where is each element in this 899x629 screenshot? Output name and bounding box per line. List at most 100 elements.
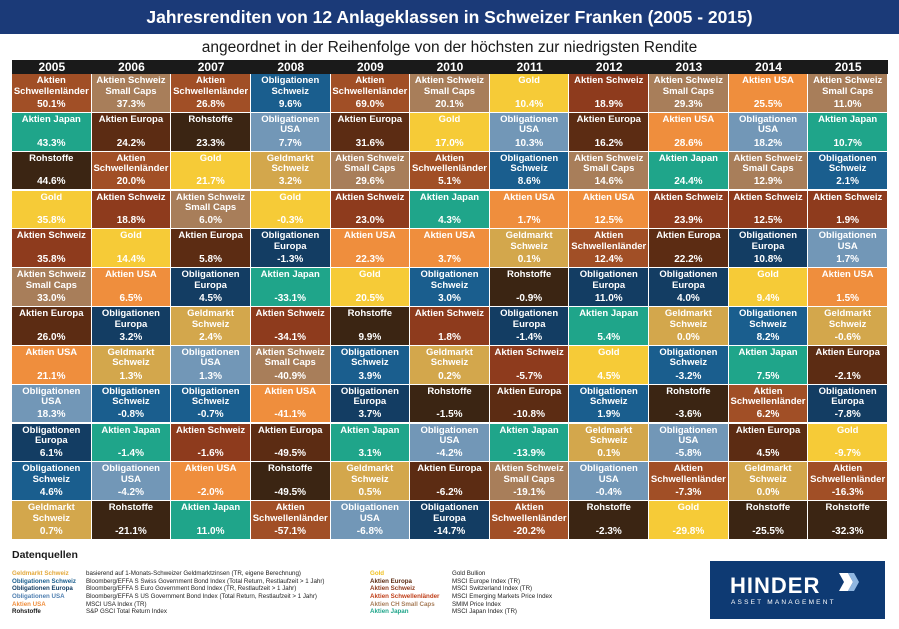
- return-value: 50.1%: [37, 98, 66, 110]
- return-value: 6.5%: [119, 292, 143, 304]
- source-description: Gold Bullion: [452, 570, 486, 577]
- return-cell: Obligationen Schweiz 4.6%: [12, 462, 92, 502]
- asset-class-label: Obligationen Europa: [101, 308, 160, 330]
- return-cell: Aktien Schweiz 1.9%: [808, 190, 888, 230]
- return-value: 29.6%: [355, 176, 385, 188]
- year-label: 2009: [356, 60, 384, 74]
- asset-class-label: Gold: [120, 230, 142, 242]
- chart-subtitle: angeordnet in der Reihenfolge von der hö…: [201, 39, 698, 56]
- return-value: 0.7%: [39, 525, 63, 537]
- asset-class-label: Obligationen Schweiz: [340, 346, 399, 369]
- return-cell: Aktien Schweiz Small Caps -19.1%: [489, 462, 570, 502]
- return-cell: Obligationen Schweiz 8.2%: [728, 307, 809, 346]
- return-value: -3.6%: [675, 409, 702, 421]
- asset-class-label: Rohstoffe: [29, 152, 74, 164]
- logo-name: HINDER: [730, 573, 821, 598]
- return-value: -0.8%: [117, 409, 144, 421]
- asset-class-label: Gold: [518, 75, 540, 86]
- asset-class-label: Aktien Europa: [337, 113, 403, 125]
- asset-class-label: Aktien Japan: [579, 308, 639, 319]
- return-cell: Aktien Japan 4.3%: [410, 190, 490, 230]
- return-cell: Aktien Japan 24.4%: [649, 151, 729, 191]
- asset-class-label: Rohstoffe: [108, 502, 154, 514]
- source-asset-label: Obligationen Europa: [12, 585, 73, 593]
- return-cell: Obligationen USA -4.2%: [91, 462, 172, 502]
- return-cell: Geldmarkt Schweiz 0.0%: [728, 462, 809, 502]
- source-asset-label: Geldmarkt Schweiz: [12, 570, 69, 577]
- source-description: MSCI Japan Index (TR): [452, 608, 517, 616]
- return-cell: Obligationen Europa 3.2%: [91, 307, 172, 346]
- return-value: 8.2%: [756, 331, 780, 343]
- return-cell: Gold 4.5%: [569, 345, 650, 385]
- return-value: -1.5%: [436, 409, 463, 421]
- return-cell: Obligationen USA 18.3%: [12, 384, 92, 424]
- return-cell: Aktien Schwellenländer 12.4%: [569, 229, 650, 269]
- asset-class-label: Aktien Japan: [419, 191, 480, 203]
- return-value: 3.2%: [119, 331, 143, 343]
- return-value: 5.1%: [438, 176, 461, 188]
- return-value: 9.9%: [358, 331, 382, 343]
- return-value: 10.3%: [514, 137, 544, 149]
- asset-class-label: Aktien Schweiz Small Caps: [175, 191, 246, 213]
- asset-class-label: Rohstoffe: [268, 463, 313, 475]
- return-value: 26.0%: [37, 331, 66, 343]
- return-cell: Aktien Europa 22.2%: [649, 229, 729, 269]
- return-cell: Aktien Schwellenländer 6.2%: [728, 384, 809, 424]
- return-value: 24.2%: [116, 137, 146, 149]
- asset-class-label: Aktien Schweiz Small Caps: [414, 75, 485, 97]
- return-value: -0.7%: [197, 409, 224, 421]
- asset-class-label: Aktien Europa: [178, 230, 243, 242]
- return-value: 10.7%: [833, 137, 862, 149]
- year-label: 2007: [197, 60, 225, 74]
- return-value: -1.3%: [277, 254, 304, 266]
- return-cell: Geldmarkt Schweiz 0.7%: [12, 501, 92, 540]
- return-value: 20.5%: [355, 292, 385, 304]
- asset-class-label: Obligationen Schweiz: [181, 385, 240, 408]
- asset-class-label: Aktien Schwellenländer: [730, 385, 806, 408]
- asset-class-label: Gold: [757, 269, 779, 281]
- asset-class-label: Aktien Schwellenländer: [810, 463, 886, 485]
- asset-class-label: Obligationen USA: [261, 113, 320, 136]
- return-value: 3.2%: [278, 176, 302, 188]
- asset-class-label: Obligationen Europa: [818, 385, 877, 408]
- asset-class-label: Aktien Schweiz: [494, 346, 564, 358]
- return-cell: Aktien Schweiz 23.0%: [330, 190, 411, 230]
- return-value: 35.8%: [37, 254, 66, 266]
- asset-class-label: Aktien Schwellenländer: [411, 152, 487, 175]
- return-cell: Obligationen Europa -7.8%: [808, 384, 888, 424]
- source-description: MSCI USA Index (TR): [86, 600, 147, 608]
- logo-arrows-icon: [839, 573, 859, 591]
- asset-class-label: Obligationen USA: [22, 385, 81, 408]
- asset-class-label: Geldmarkt Schweiz: [744, 463, 792, 485]
- return-cell: Obligationen Schweiz -0.7%: [171, 384, 251, 424]
- return-value: -40.9%: [274, 370, 307, 382]
- source-description: S&P GSCI Total Return Index: [86, 608, 167, 616]
- return-cell: Aktien Europa 4.5%: [728, 423, 809, 463]
- return-value: 0.1%: [517, 254, 541, 266]
- return-value: 0.0%: [756, 487, 780, 499]
- chart-title: Jahresrenditen von 12 Anlageklassen in S…: [0, 0, 899, 34]
- return-cell: Aktien Schweiz Small Caps -40.9%: [250, 345, 331, 385]
- return-cell: Obligationen Schweiz 9.6%: [250, 74, 331, 113]
- return-cell: Gold 10.4%: [489, 74, 570, 113]
- return-value: -3.2%: [675, 370, 702, 382]
- return-cell: Aktien Europa 16.2%: [569, 112, 650, 152]
- return-value: 25.5%: [753, 98, 783, 110]
- asset-class-label: Rohstoffe: [586, 502, 631, 514]
- asset-class-label: Geldmarkt Schweiz: [187, 308, 235, 330]
- asset-class-label: Obligationen USA: [500, 113, 559, 136]
- asset-class-label: Obligationen Schweiz: [739, 308, 798, 330]
- asset-class-label: Aktien Schwellenländer: [13, 75, 89, 97]
- return-cell: Geldmarkt Schweiz 0.1%: [569, 423, 650, 463]
- return-value: 69.0%: [355, 98, 385, 110]
- return-value: -0.6%: [834, 331, 861, 343]
- return-cell: Obligationen Europa -14.7%: [410, 501, 490, 540]
- year-label: 2008: [277, 60, 305, 74]
- return-value: -20.2%: [513, 525, 545, 537]
- return-cell: Aktien Schwellenländer 5.1%: [410, 151, 490, 191]
- return-cell: Obligationen USA -4.2%: [410, 423, 490, 463]
- asset-class-label: Aktien Japan: [181, 502, 241, 514]
- asset-class-label: Rohstoffe: [427, 385, 472, 397]
- asset-class-label: Obligationen Schweiz: [101, 385, 160, 408]
- return-value: 14.4%: [116, 254, 146, 266]
